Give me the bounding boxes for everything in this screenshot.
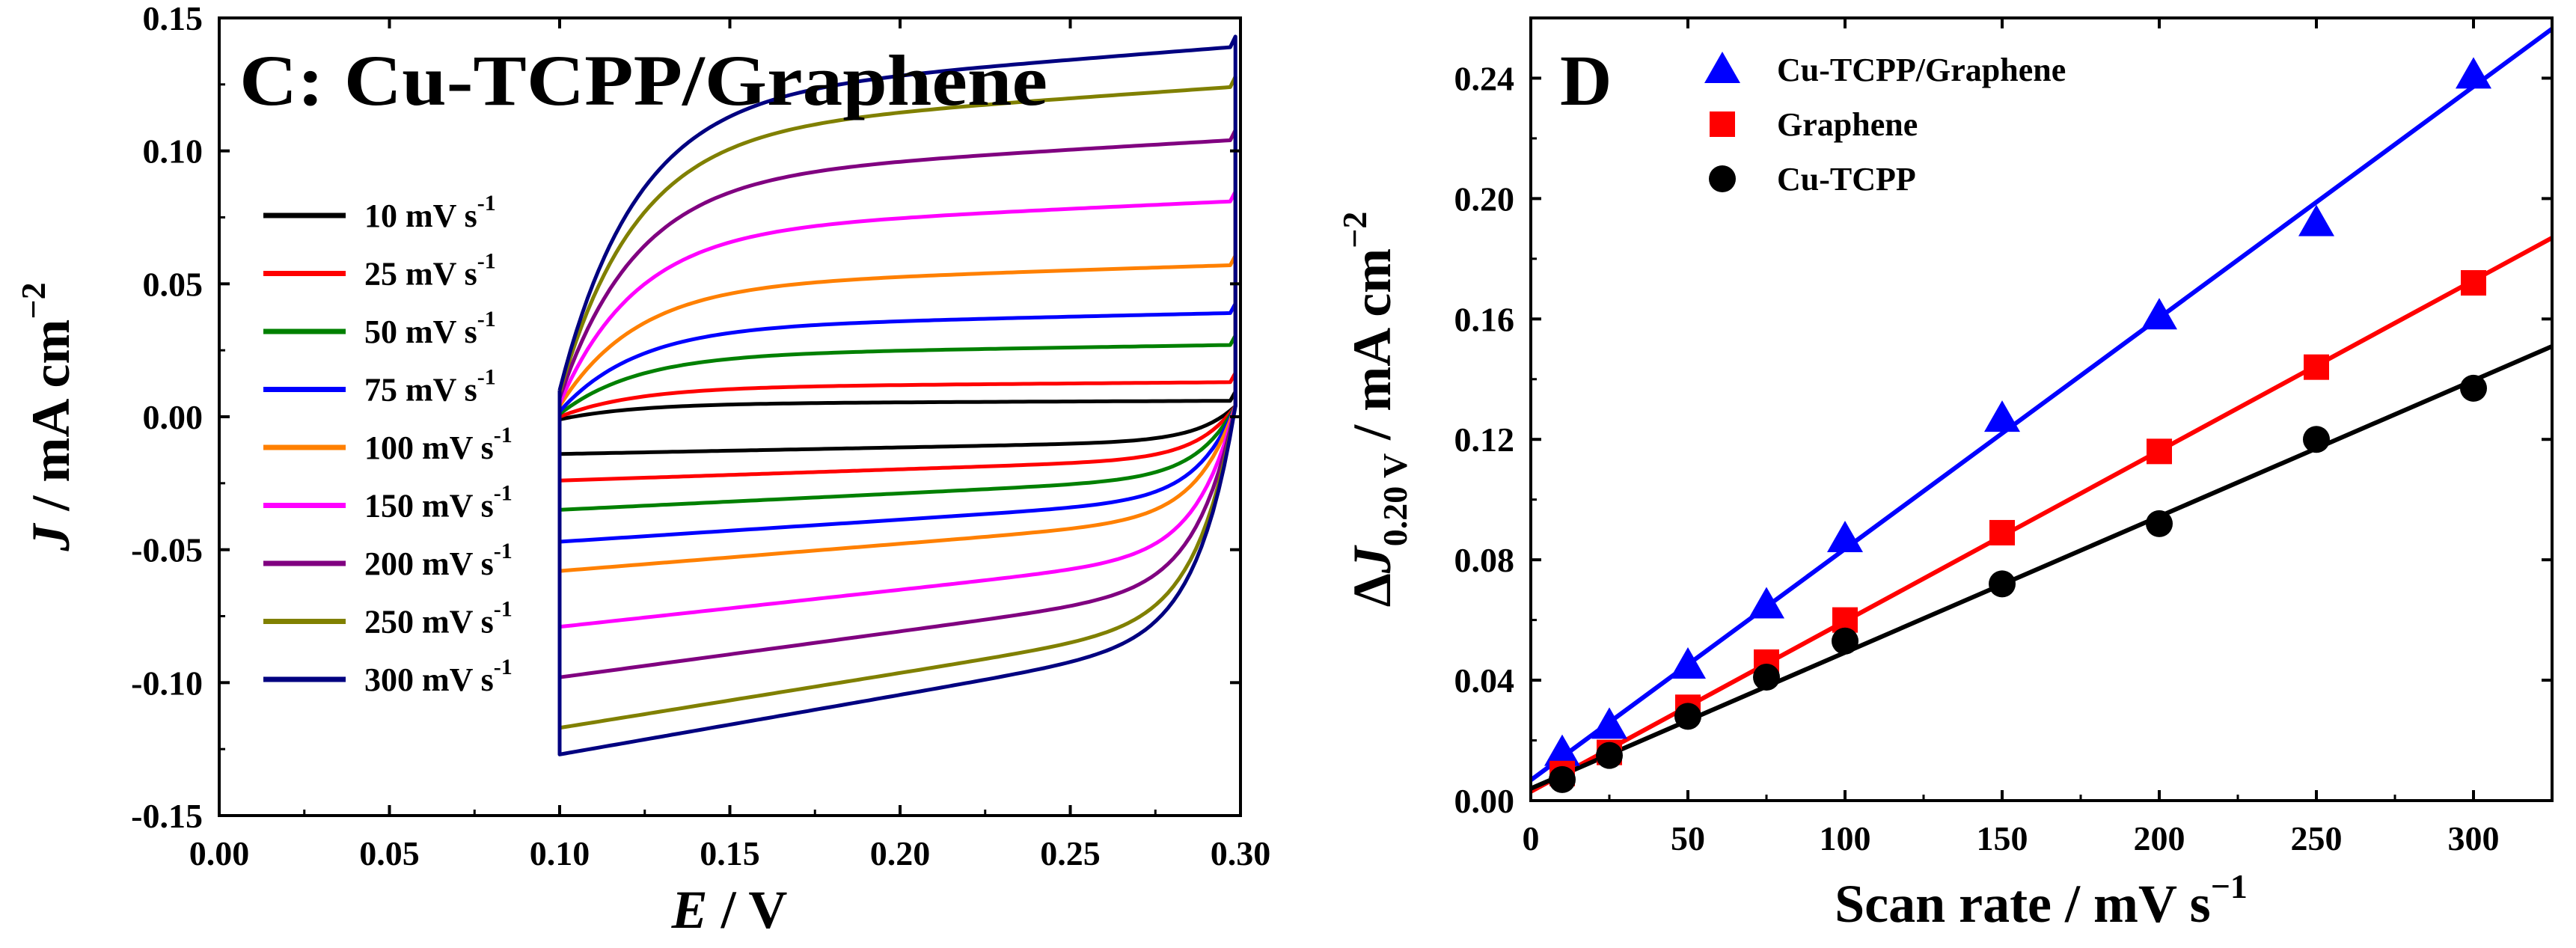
cv-curve-25 [557,370,1237,483]
point-cu-tcpp [1832,627,1858,655]
x-tick-label: 50 [1671,819,1705,857]
x-tick-label: 100 [1820,819,1871,857]
point-cu-tcpp [1674,703,1701,730]
legend-label-100: 100 mV s-1 [364,423,513,466]
legend-label-50: 50 mV s-1 [364,307,496,350]
point-cu-tcpp-graphene [1591,707,1627,739]
point-cu-tcpp [1989,570,2016,598]
legend-marker-cu-tcpp-graphene [1704,52,1740,83]
y-tick-label: 0.15 [143,0,204,37]
x-tick-label: 0.10 [530,834,590,872]
legend-label-150: 150 mV s-1 [364,481,513,525]
legend-label-cu-tcpp: Cu-TCPP [1777,161,1916,198]
point-cu-tcpp [1753,664,1780,691]
legend-label-75: 75 mV s-1 [364,365,496,409]
y-tick-label: 0.16 [1454,300,1515,338]
panel-d-x-axis-label: Scan rate / mV s−1 [1835,867,2248,934]
y-tick-label: 0.00 [1454,782,1515,820]
point-cu-tcpp-graphene [2298,204,2334,236]
cv-curve-300 [557,34,1237,756]
panel-d-y-axis-label: ΔJ0.20 V / mA cm−2 [1336,212,1414,608]
panel-c-ticks: 0.00 0.05 0.10 0.15 0.20 0.25 0.30 0.15 0.10 0.05… [131,0,1270,872]
point-cu-tcpp-graphene [1827,521,1863,552]
y-tick-label: 0.20 [1454,180,1515,218]
panel-c-x-axis-label: E / V [671,880,788,940]
y-tick-label: 0.00 [143,398,204,436]
panel-d-frame [1529,16,2554,802]
panel-c-y-axis-label: J / mA cm−2 [14,282,81,551]
point-cu-tcpp-graphene [2456,57,2491,89]
x-tick-label: 300 [2448,819,2500,857]
point-cu-tcpp-graphene [2141,298,2177,330]
y-tick-label: 0.24 [1454,59,1515,97]
legend-marker-cu-tcpp [1709,165,1736,192]
point-cu-tcpp [1549,765,1576,793]
point-cu-tcpp [1596,741,1623,769]
legend-label-cu-tcpp-graphene: Cu-TCPP/Graphene [1777,52,2066,88]
point-cu-tcpp [2303,426,2330,453]
panel-c-legend: 10 mV s-1 25 mV s-1 50 mV s-1 75 mV s-1 100 … [263,191,513,698]
point-cu-tcpp-graphene [1749,587,1784,619]
y-tick-label: 0.04 [1454,661,1515,700]
cv-curve-100 [557,254,1237,573]
y-tick-label: -0.05 [131,531,203,569]
legend-marker-graphene [1710,111,1735,137]
point-cu-tcpp-graphene [1544,734,1580,766]
point-graphene [2461,270,2486,296]
y-tick-label: -0.15 [131,797,203,835]
y-tick-label: 0.05 [143,265,204,303]
legend-label-300: 300 mV s-1 [364,655,513,698]
x-tick-label: 200 [2134,819,2185,857]
panel-c-title: C: Cu-TCPP/Graphene [239,40,1047,120]
y-tick-label: -0.10 [131,664,203,702]
legend-label-25: 25 mV s-1 [364,249,496,293]
y-tick-label: 0.08 [1454,541,1515,579]
cv-curve-50 [557,334,1237,512]
point-cu-tcpp [2146,510,2173,537]
panel-d-legend: Cu-TCPP/Graphene Graphene Cu-TCPP [1704,52,2066,198]
point-cu-tcpp-graphene [1670,647,1706,679]
panel-d-ticks: 0 50 100 150 200 250 300 0.00 0.04 0.08 0.12 0.16 0.… [1454,16,2554,857]
x-tick-label: 0.20 [870,834,931,872]
point-cu-tcpp [2460,374,2487,402]
cv-curves [557,34,1237,756]
fit-line-graphene [1529,236,2554,794]
legend-label-10: 10 mV s-1 [364,191,496,234]
cv-curve-10 [557,389,1237,456]
x-tick-label: 0.15 [700,834,760,872]
panel-d-title: D [1560,40,1612,120]
x-tick-label: 0 [1523,819,1540,857]
panel-c-cv-chart: 0.00 0.05 0.10 0.15 0.20 0.25 0.30 0.15 0.10 0.05… [14,0,1270,940]
panel-d-scan-rate-chart: 0 50 100 150 200 250 300 0.00 0.04 0.08 0.12 0.16 0.… [1336,16,2554,934]
y-tick-label: 0.10 [143,132,204,171]
x-tick-label: 0.25 [1040,834,1101,872]
x-tick-label: 150 [1977,819,2028,857]
legend-label-graphene: Graphene [1777,106,1918,143]
x-tick-label: 250 [2291,819,2343,857]
point-graphene [2147,438,2172,465]
y-tick-label: 0.12 [1454,421,1515,459]
fit-line-cu-tcpp-graphene [1529,27,2554,783]
x-tick-label: 0.30 [1211,834,1271,872]
point-cu-tcpp-graphene [1984,400,2020,432]
point-graphene [1989,519,2015,545]
legend-label-250: 250 mV s-1 [364,597,513,640]
point-graphene [2304,354,2329,380]
x-tick-label: 0.00 [189,834,250,872]
legend-label-200: 200 mV s-1 [364,539,513,582]
data-points [1544,57,2491,793]
x-tick-label: 0.05 [359,834,420,872]
